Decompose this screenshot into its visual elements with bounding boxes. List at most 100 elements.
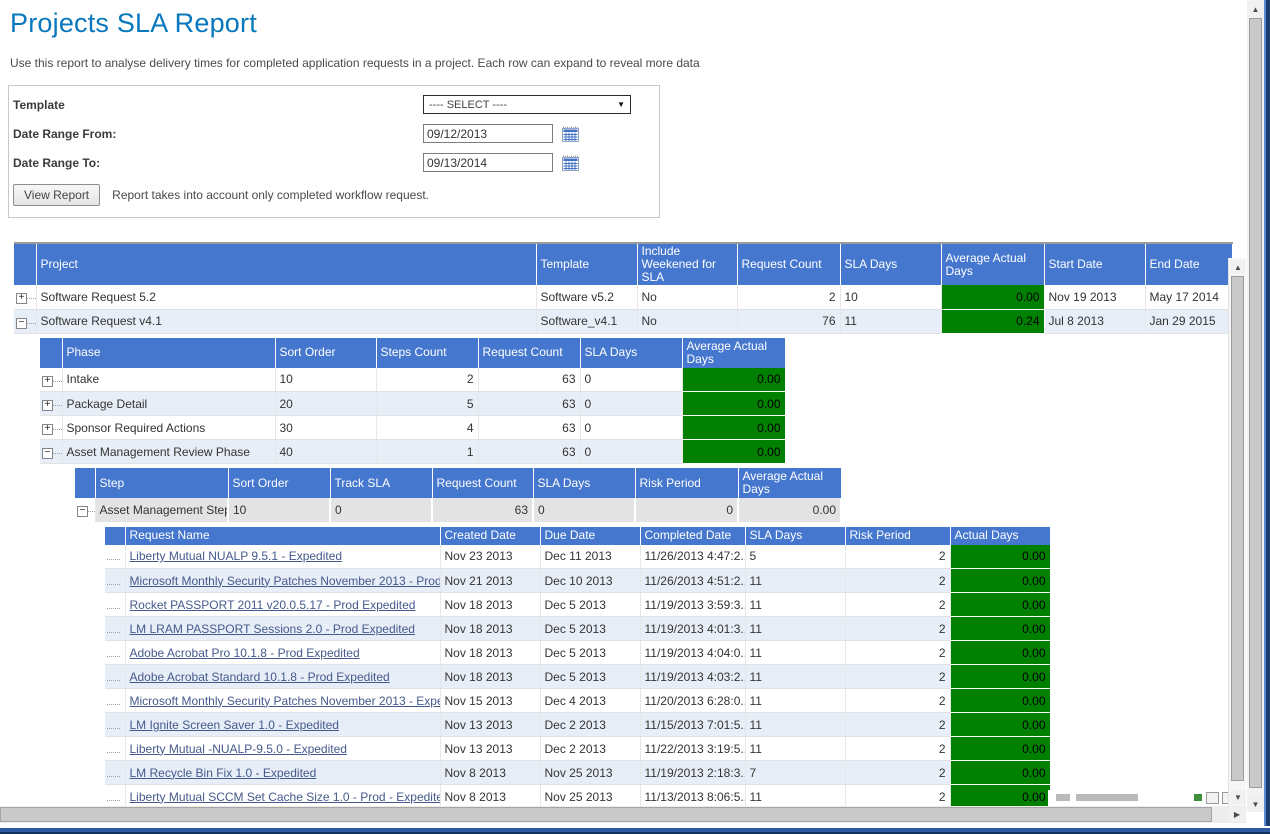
clipped-icon — [1056, 794, 1070, 801]
clipped-button — [1206, 792, 1219, 804]
request-name-link[interactable]: Microsoft Monthly Security Patches Novem… — [129, 693, 440, 708]
tree-dots — [107, 727, 120, 729]
cell-request-count: 63 — [478, 367, 581, 392]
page-description: Use this report to analyse delivery time… — [10, 56, 700, 70]
request-row: Microsoft Monthly Security Patches Novem… — [105, 688, 1051, 713]
col-header-avg-actual-days: Average Actual Days — [682, 337, 786, 368]
cell-created-date: Nov 18 2013 — [440, 664, 541, 689]
cell-created-date: Nov 13 2013 — [440, 712, 541, 737]
cell-actual-days: 0.00 — [950, 640, 1051, 665]
cell-completed-date: 11/19/2013 2:18:3... — [640, 760, 746, 785]
cell-created-date: Nov 18 2013 — [440, 640, 541, 665]
tree-dots — [27, 322, 35, 324]
clipped-green-icon — [1194, 794, 1202, 801]
project-row: + Software Request 5.2 Software v5.2 No … — [14, 285, 1233, 310]
tree-dots — [107, 583, 120, 585]
cell-avg-actual-days: 0.00 — [941, 285, 1045, 310]
grid-scroll-down-icon[interactable]: ▼ — [1230, 790, 1246, 804]
date-to-calendar-icon[interactable] — [562, 155, 579, 171]
request-row: LM Recycle Bin Fix 1.0 - Expedited Nov 8… — [105, 760, 1051, 785]
row-expander-toggle[interactable]: + — [42, 375, 53, 387]
cell-phase: Asset Management Review Phase — [62, 439, 276, 464]
grid-vertical-scrollbar[interactable]: ▲ ▼ — [1228, 258, 1246, 806]
tree-dots — [53, 405, 61, 406]
cell-start-date: Nov 19 2013 — [1044, 285, 1146, 310]
cell-request-name: Adobe Acrobat Pro 10.1.8 - Prod Expedite… — [125, 640, 441, 665]
window-border-right — [1264, 0, 1270, 834]
row-expander-toggle[interactable]: − — [42, 448, 53, 459]
col-header-phase: Phase — [62, 337, 276, 368]
cell-actual-days: 0.00 — [950, 760, 1051, 785]
cell-template: Software v5.2 — [536, 285, 638, 310]
cell-request-name: Liberty Mutual SCCM Set Cache Size 1.0 -… — [125, 784, 441, 806]
row-expander-toggle[interactable]: − — [77, 506, 88, 518]
cell-request-count: 63 — [478, 415, 581, 440]
col-header-avg-actual-days: Average Actual Days — [941, 243, 1045, 285]
expander-cell — [105, 688, 126, 713]
cell-due-date: Dec 2 2013 — [540, 736, 641, 761]
request-name-link[interactable]: LM Recycle Bin Fix 1.0 - Expedited — [129, 765, 317, 780]
request-name-link[interactable]: LM LRAM PASSPORT Sessions 2.0 - Prod Exp… — [129, 621, 415, 636]
cell-request-name: Adobe Acrobat Standard 10.1.8 - Prod Exp… — [125, 664, 441, 689]
scroll-right-icon[interactable]: ▶ — [1229, 807, 1245, 822]
cell-completed-date: 11/26/2013 4:47:2... — [640, 544, 746, 569]
date-from-calendar-icon[interactable] — [562, 126, 579, 142]
dropdown-arrow-icon: ▼ — [617, 100, 625, 109]
expander-cell — [105, 544, 126, 569]
steps-table: Step Sort Order Track SLA Request Count … — [75, 468, 842, 523]
tree-dots — [107, 799, 120, 801]
page-scrollbar-thumb[interactable] — [1249, 18, 1262, 788]
grid-scroll-up-icon[interactable]: ▲ — [1230, 260, 1246, 274]
view-report-button[interactable]: View Report — [13, 184, 101, 206]
date-to-input[interactable]: 09/13/2014 — [423, 153, 553, 172]
row-expander-toggle[interactable]: + — [42, 400, 53, 411]
request-name-link[interactable]: Rocket PASSPORT 2011 v20.0.5.17 - Prod E… — [129, 597, 416, 612]
expander-cell: − — [14, 309, 37, 334]
date-from-input[interactable]: 09/12/2013 — [423, 124, 553, 143]
page-scroll-down-icon[interactable]: ▼ — [1247, 797, 1264, 812]
request-row: Rocket PASSPORT 2011 v20.0.5.17 - Prod E… — [105, 592, 1051, 617]
cell-sla-days: 11 — [745, 568, 846, 593]
page-vertical-scrollbar[interactable]: ▲ ▼ — [1247, 0, 1264, 812]
page-scroll-up-icon[interactable]: ▲ — [1247, 2, 1264, 17]
cell-sla-days: 0 — [580, 415, 683, 440]
row-expander-toggle[interactable]: + — [42, 424, 53, 435]
request-name-link[interactable]: Adobe Acrobat Standard 10.1.8 - Prod Exp… — [129, 669, 390, 684]
cell-sort-order: 30 — [275, 415, 377, 440]
cell-sla-days: 0 — [533, 498, 636, 523]
template-label: Template — [13, 97, 65, 112]
grid-scrollbar-thumb[interactable] — [1231, 276, 1244, 781]
horizontal-scrollbar-thumb[interactable] — [0, 807, 1212, 822]
request-name-link[interactable]: Adobe Acrobat Pro 10.1.8 - Prod Expedite… — [129, 645, 360, 660]
date-to-label: Date Range To: — [13, 155, 101, 170]
project-row: − Software Request v4.1 Software_v4.1 No… — [14, 309, 1233, 334]
col-header-request-count: Request Count — [737, 243, 841, 285]
cell-request-name: LM Recycle Bin Fix 1.0 - Expedited — [125, 760, 441, 785]
expander-cell: − — [75, 498, 96, 523]
request-name-link[interactable]: Liberty Mutual NUALP 9.5.1 - Expedited — [129, 549, 343, 564]
col-header-completed-date: Completed Date — [640, 526, 746, 545]
col-header-created-date: Created Date — [440, 526, 541, 545]
template-select[interactable]: ---- SELECT ---- ▼ — [423, 95, 631, 114]
request-name-link[interactable]: LM Ignite Screen Saver 1.0 - Expedited — [129, 717, 339, 732]
request-row: Microsoft Monthly Security Patches Novem… — [105, 568, 1051, 593]
cell-project: Software Request v4.1 — [36, 309, 537, 334]
request-name-link[interactable]: Microsoft Monthly Security Patches Novem… — [129, 573, 440, 588]
cell-due-date: Dec 4 2013 — [540, 688, 641, 713]
request-name-link[interactable]: Liberty Mutual SCCM Set Cache Size 1.0 -… — [129, 789, 440, 804]
row-expander-toggle[interactable]: − — [16, 317, 27, 329]
cell-end-date: Jan 29 2015 — [1145, 309, 1233, 334]
cell-include-weekend: No — [637, 309, 738, 334]
horizontal-scrollbar[interactable]: ▶ — [0, 806, 1246, 823]
window-border-bottom — [0, 826, 1270, 834]
cell-actual-days: 0.00 — [950, 712, 1051, 737]
request-row: LM LRAM PASSPORT Sessions 2.0 - Prod Exp… — [105, 616, 1051, 641]
cell-sla-days: 11 — [745, 736, 846, 761]
cell-phase: Sponsor Required Actions — [62, 415, 276, 440]
phase-row: + Intake 10 2 63 0 0.00 — [40, 367, 786, 392]
request-name-link[interactable]: Liberty Mutual -NUALP-9.5.0 - Expedited — [129, 741, 347, 756]
phase-row: − Asset Management Review Phase 40 1 63 … — [40, 439, 786, 464]
tree-dots — [107, 775, 120, 777]
requests-table: Request Name Created Date Due Date Compl… — [105, 526, 1051, 806]
row-expander-toggle[interactable]: + — [16, 293, 27, 305]
